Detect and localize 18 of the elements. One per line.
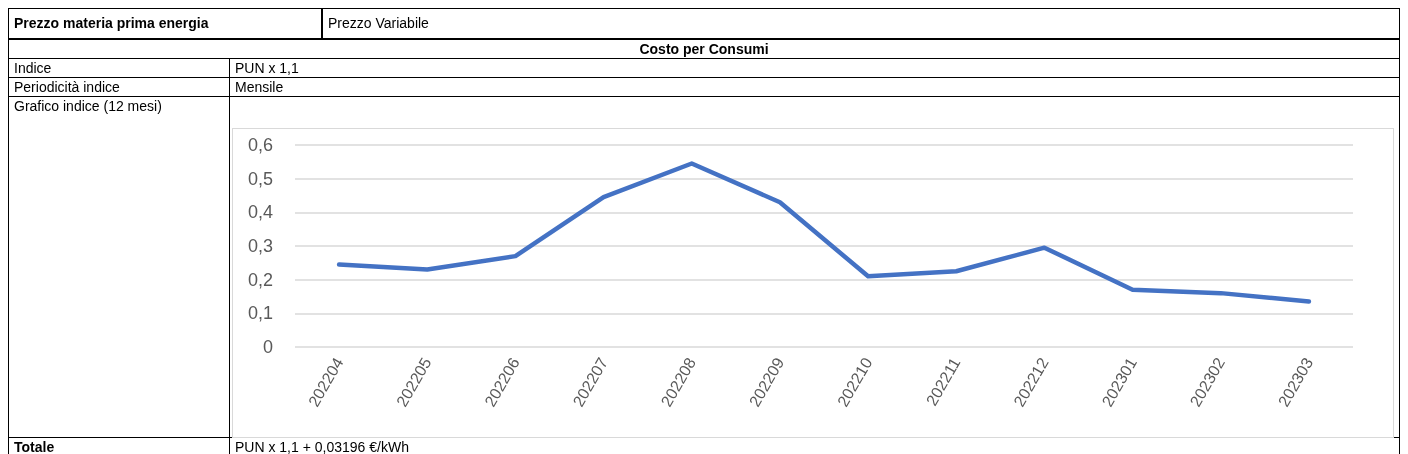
line-series xyxy=(336,161,1312,304)
text: Totale xyxy=(8,437,230,454)
y-tick-label: 0,3 xyxy=(247,236,273,256)
y-tick-label: 0,1 xyxy=(247,303,273,324)
y-tick-label: 0,4 xyxy=(247,202,273,223)
text: PUN x 1,1 + 0,03196 €/kWh xyxy=(229,437,1400,454)
text: PUN x 1,1 xyxy=(229,58,1400,78)
text: Prezzo Variabile xyxy=(322,8,1400,39)
y-tick-label: 0 xyxy=(262,337,273,357)
y-tick-label: 0,2 xyxy=(247,269,273,290)
text: Mensile xyxy=(229,77,1400,97)
text: Prezzo materia prima energia xyxy=(8,8,322,39)
text: Indice xyxy=(8,58,230,78)
y-tick-label: 0,5 xyxy=(247,168,273,189)
text: Periodicità indice xyxy=(8,77,230,97)
text: Costo per Consumi xyxy=(8,39,1400,59)
y-tick-label: 0,6 xyxy=(247,135,273,155)
text: Grafico indice (12 mesi) xyxy=(8,96,230,438)
